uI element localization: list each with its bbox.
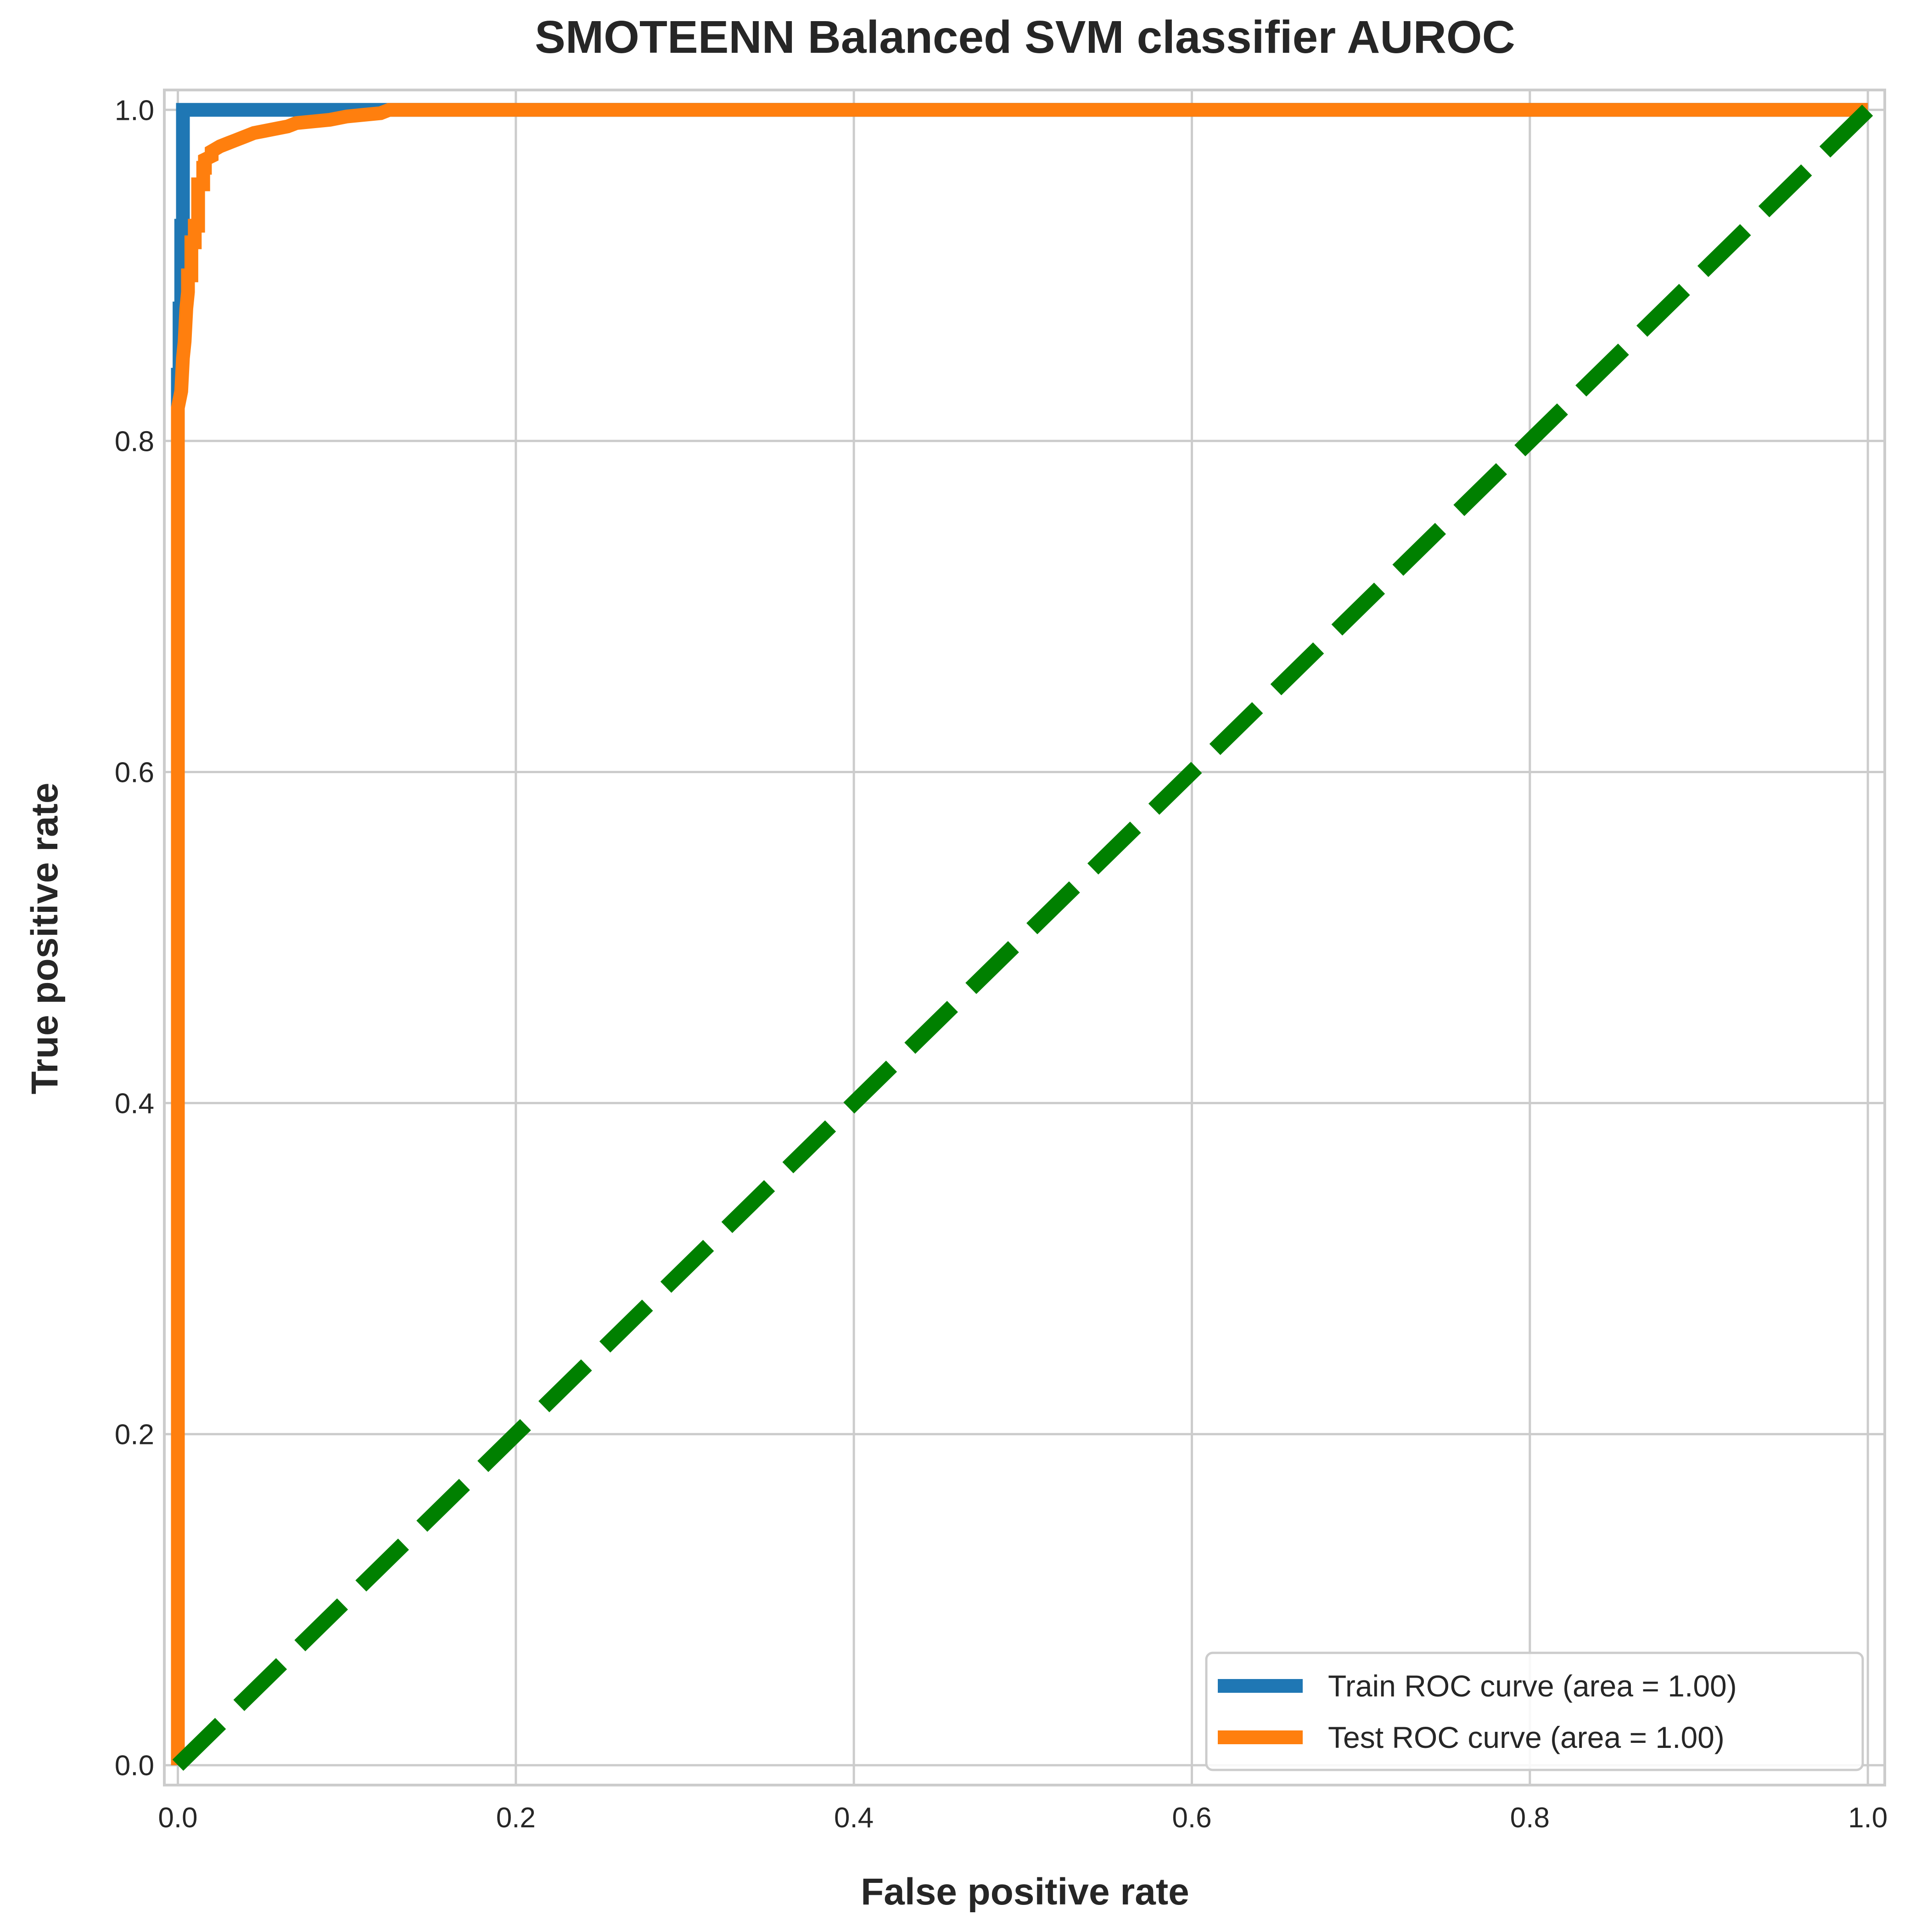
chart-title: SMOTEENN Balanced SVM classifier AUROC: [535, 11, 1515, 63]
y-tick-label: 0.2: [115, 1419, 154, 1451]
y-axis-ticks: 0.0 0.2 0.4 0.6 0.8 1.0: [115, 95, 154, 1781]
legend-box: [1205, 1651, 1864, 1771]
plot-frame: [163, 89, 1886, 1786]
x-tick-label: 0.0: [158, 1802, 197, 1834]
chance-diagonal-line: [172, 104, 1874, 1771]
plot-area: [163, 89, 1886, 1786]
y-tick-label: 1.0: [115, 95, 154, 126]
legend-entry-test-label: Test ROC curve (area = 1.00): [1328, 1720, 1725, 1754]
x-tick-label: 0.4: [834, 1802, 874, 1834]
x-tick-label: 0.6: [1172, 1802, 1211, 1834]
y-tick-label: 0.0: [115, 1750, 154, 1782]
y-tick-label: 0.6: [115, 757, 154, 788]
series-layer: [171, 103, 1874, 1771]
y-tick-label: 0.4: [115, 1088, 154, 1120]
legend-entry-train-label: Train ROC curve (area = 1.00): [1328, 1669, 1737, 1703]
x-tick-label: 0.2: [496, 1802, 536, 1834]
x-axis-label: False positive rate: [861, 1871, 1189, 1913]
x-tick-label: 1.0: [1848, 1802, 1888, 1834]
x-tick-label: 0.8: [1510, 1802, 1550, 1834]
x-axis-ticks: 0.0 0.2 0.4 0.6 0.8 1.0: [158, 1802, 1888, 1834]
y-tick-label: 0.8: [115, 426, 154, 457]
legend: Train ROC curve (area = 1.00) Test ROC cu…: [1205, 1651, 1864, 1771]
test-roc-curve: [171, 103, 1868, 1765]
y-axis-label: True positive rate: [24, 782, 66, 1094]
